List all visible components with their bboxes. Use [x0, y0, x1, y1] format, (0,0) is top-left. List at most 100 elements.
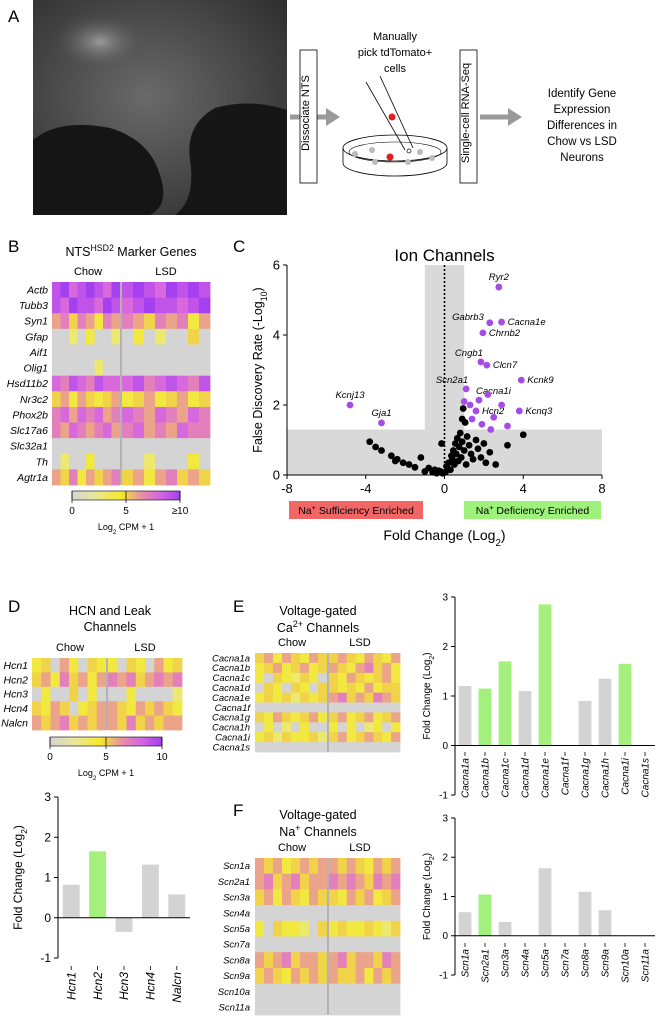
heatmap-cell	[346, 702, 357, 713]
cell	[388, 113, 396, 121]
cell	[405, 159, 411, 165]
heatmap-cell	[86, 469, 95, 486]
heatmap-cell	[60, 391, 70, 408]
heatmap-cell	[355, 653, 365, 664]
group-label: LSD	[155, 266, 176, 278]
heatmap-cell	[337, 702, 348, 713]
heatmap-cell	[255, 920, 265, 937]
colorbar-tick-label: 0	[69, 506, 75, 517]
heatmap-cell	[144, 469, 156, 486]
heatmap-cell	[52, 391, 61, 408]
heatmap-cell	[318, 682, 328, 693]
heatmap-cell	[282, 936, 292, 953]
panel-label: A	[8, 7, 20, 26]
y-tick-label: 0	[442, 931, 448, 942]
heatmap-cell	[255, 692, 265, 703]
x-tick-label: Hcn3	[117, 972, 131, 1000]
heatmap-cell	[273, 692, 283, 703]
heatmap-cell	[177, 282, 189, 299]
panel-label: F	[233, 801, 243, 820]
heatmap-cell	[60, 297, 70, 314]
heatmap-cell	[282, 712, 292, 723]
heatmap-cell	[144, 313, 156, 330]
heatmap-cell	[391, 702, 401, 713]
heatmap-cell	[373, 712, 383, 723]
heatmap-cell	[382, 889, 392, 906]
heatmap-cell	[337, 653, 348, 664]
text-part: Na	[298, 505, 312, 517]
heatmap-cell	[126, 686, 137, 702]
bar	[538, 604, 552, 746]
heatmap-cell	[318, 712, 328, 723]
y-axis-label: False Discovery Rate (-Log10)	[251, 287, 269, 452]
pick-label: pick tdTomato+	[358, 47, 432, 59]
y-tick-label: 1	[442, 892, 448, 903]
heatmap-cell	[86, 282, 95, 299]
x-tick-label: Cacna1c	[500, 758, 511, 797]
annotation-box	[464, 501, 601, 519]
colorbar-tick-label: 10	[156, 752, 168, 763]
heatmap-cell	[300, 983, 310, 1000]
heatmap-cell	[133, 438, 145, 455]
row-label: Scn4a	[223, 908, 250, 919]
heatmap-cell	[133, 391, 145, 408]
heatmap-cell	[291, 672, 301, 684]
heatmap-cell	[264, 889, 274, 906]
heatmap-cell	[373, 936, 383, 953]
heatmap-cell	[291, 967, 301, 984]
heatmap-cell	[166, 438, 178, 455]
point-label: Hcn2	[482, 406, 505, 417]
data-point	[462, 461, 470, 468]
bar	[518, 691, 532, 746]
text-part: 2	[113, 529, 117, 536]
step-label: Single-cell RNA-Seq	[460, 63, 472, 163]
cell	[369, 147, 375, 153]
text-part: )	[251, 287, 265, 291]
text-part: )	[11, 825, 25, 829]
heatmap-cell	[133, 469, 145, 486]
heatmap-cell	[273, 653, 283, 664]
heatmap-cell	[291, 905, 301, 922]
bar	[115, 917, 133, 932]
text-part: +	[489, 503, 493, 512]
heatmap-cell	[199, 469, 211, 486]
pipette	[379, 75, 414, 149]
heatmap-cell	[255, 732, 265, 743]
data-point	[504, 441, 511, 449]
heatmap-cell	[255, 983, 265, 1000]
heatmap-cell	[337, 889, 348, 906]
heatmap-cell	[188, 297, 200, 314]
heatmap-cell	[96, 701, 107, 716]
heatmap-cell	[122, 313, 134, 330]
heatmap-cell	[177, 438, 189, 455]
heatmap-cell	[59, 686, 70, 702]
group-label: LSD	[349, 637, 370, 649]
x-tick-label: Scn10a	[620, 949, 631, 983]
heatmap-cell	[255, 702, 265, 713]
data-point	[399, 459, 407, 467]
result-label: Expression	[554, 104, 611, 116]
heatmap-cell	[111, 422, 121, 439]
data-point	[405, 461, 413, 468]
heatmap-cell	[309, 983, 319, 1000]
y-tick-label: -1	[40, 951, 51, 965]
heatmap-cell	[133, 375, 145, 392]
heatmap-cell	[391, 983, 401, 1000]
point-label: Gja1	[371, 408, 391, 419]
heatmap-cell	[318, 742, 328, 753]
heatmap-cell	[111, 469, 121, 486]
heatmap-cell	[199, 438, 211, 455]
heatmap-cell	[382, 873, 392, 890]
heatmap-cell	[188, 469, 200, 486]
heatmap-cell	[144, 391, 156, 408]
heatmap-cell	[94, 469, 104, 486]
heatmap-cell	[154, 686, 164, 702]
heatmap-cell	[273, 682, 283, 693]
heatmap-cell	[108, 701, 118, 716]
heatmap-cell	[373, 889, 383, 906]
heatmap-cell	[364, 858, 374, 875]
heatmap-cell	[177, 313, 189, 330]
heatmap-cell	[373, 702, 383, 713]
panel-label: E	[233, 597, 244, 616]
heatmap-cell	[188, 391, 200, 408]
